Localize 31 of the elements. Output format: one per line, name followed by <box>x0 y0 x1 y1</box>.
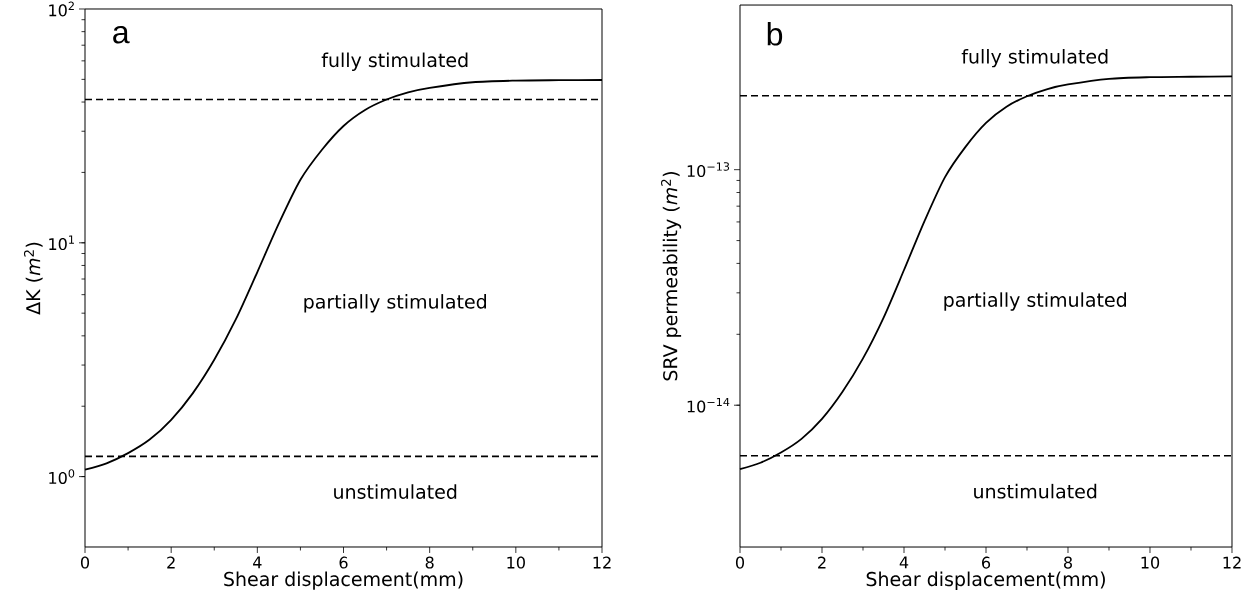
x-tick-label: 6 <box>982 556 991 569</box>
x-tick-label: 2 <box>818 556 826 569</box>
annotation: fully stimulated <box>961 48 1108 68</box>
y-tick-label: 10$^{0}$ <box>49 469 75 484</box>
annotation: a <box>113 25 130 44</box>
x-tick-label: 2 <box>167 556 175 569</box>
y-tick-label: 10$^{−13}$ <box>687 162 730 178</box>
x-tick-label: 10 <box>507 556 525 569</box>
annotation: fully stimulated <box>321 52 468 71</box>
x-axis-title: Shear displacement(mm) <box>224 571 463 590</box>
x-tick-label: 8 <box>1063 556 1072 569</box>
y-tick-label: 10$^{2}$ <box>49 1 74 17</box>
x-tick-label: 0 <box>80 556 90 569</box>
x-tick-label: 4 <box>253 556 262 569</box>
y-axis-title: ΔK (m$^{2}$) <box>23 242 43 315</box>
x-tick-label: 4 <box>899 556 909 569</box>
x-axis-title: Shear displacement(mm) <box>866 571 1105 590</box>
x-tick-label: 10 <box>1141 556 1160 569</box>
x-tick-label: 8 <box>425 556 434 569</box>
y-tick-label: 10$^{−14}$ <box>687 397 730 413</box>
y-axis-title: SRV permeability (m$^{2}$) <box>661 172 682 381</box>
x-tick-label: 12 <box>1223 556 1241 569</box>
x-tick-label: 12 <box>593 556 611 569</box>
x-tick-label: 6 <box>339 556 348 569</box>
annotation: b <box>767 22 783 46</box>
x-tick-label: 0 <box>735 556 745 569</box>
y-tick-label: 10$^{1}$ <box>49 235 74 251</box>
annotation: unstimulated <box>974 483 1097 499</box>
annotation: partially stimulated <box>944 292 1126 311</box>
annotation: partially stimulated <box>304 294 486 313</box>
annotation: unstimulated <box>334 484 457 499</box>
